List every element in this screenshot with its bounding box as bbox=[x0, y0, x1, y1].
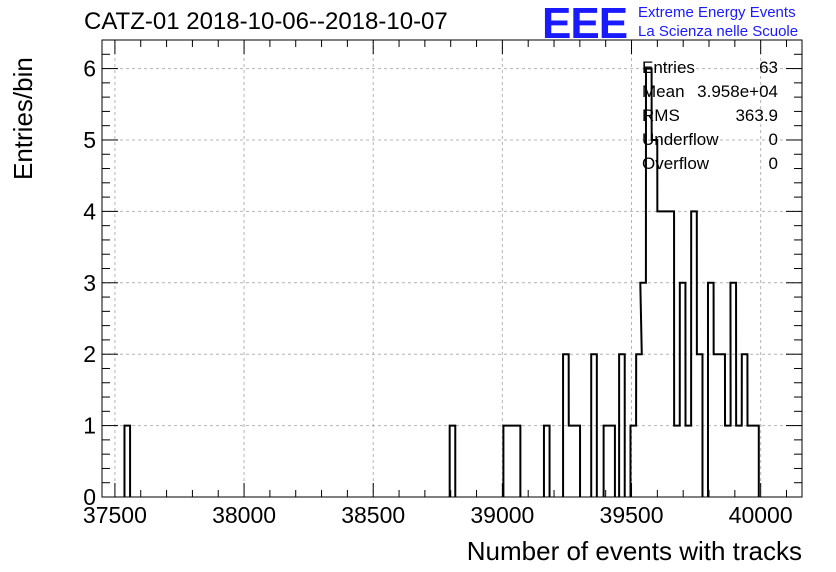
y-tick-label: 4 bbox=[83, 198, 96, 224]
stats-row: Entries 63 bbox=[640, 58, 780, 82]
x-tick-label: 39000 bbox=[470, 502, 534, 528]
histogram-bin bbox=[563, 354, 569, 497]
stats-box: Entries 63 Mean 3.958e+04 RMS 363.9 Underfl… bbox=[640, 58, 780, 178]
histogram-bin bbox=[730, 283, 736, 497]
x-tick-label: 39500 bbox=[600, 502, 664, 528]
stats-label: RMS bbox=[642, 106, 680, 125]
stats-value: 63 bbox=[759, 58, 778, 77]
histogram-bin bbox=[742, 354, 748, 497]
stats-value: 0 bbox=[768, 154, 778, 173]
histogram-bin bbox=[450, 426, 456, 497]
y-tick-label: 2 bbox=[83, 341, 96, 367]
x-tick-label: 37500 bbox=[83, 502, 147, 528]
histogram-bin bbox=[680, 283, 686, 497]
histogram-bin bbox=[674, 426, 680, 497]
histogram-bin bbox=[124, 426, 130, 497]
y-tick-label: 6 bbox=[83, 56, 96, 82]
histogram-outline bbox=[123, 67, 760, 497]
histogram-bin bbox=[708, 283, 714, 497]
x-tick-label: 40000 bbox=[729, 502, 793, 528]
histogram-bin bbox=[686, 426, 692, 497]
stats-row: Mean 3.958e+04 bbox=[640, 82, 780, 106]
y-tick-label: 5 bbox=[83, 127, 96, 153]
stats-value: 0 bbox=[768, 130, 778, 149]
histogram-bin bbox=[719, 354, 725, 497]
y-tick-label: 1 bbox=[83, 413, 96, 439]
histogram-bin bbox=[515, 426, 521, 497]
logo-caption-line2: La Scienza nelle Scuole bbox=[638, 23, 799, 40]
histogram-bin bbox=[569, 426, 575, 497]
histogram-bin bbox=[725, 426, 731, 497]
x-axis-label: Number of events with tracks bbox=[466, 536, 802, 566]
logo-caption-line1: Extreme Energy Events bbox=[638, 4, 796, 21]
chart-title: CATZ-01 2018-10-06--2018-10-07 bbox=[84, 8, 448, 35]
histogram-bin bbox=[630, 426, 636, 497]
stats-value: 3.958e+04 bbox=[697, 82, 778, 101]
stats-label: Overflow bbox=[642, 154, 710, 173]
histogram-bin bbox=[668, 211, 674, 497]
stats-value: 363.9 bbox=[735, 106, 778, 125]
logo-caption: Extreme Energy Events La Scienza nelle S… bbox=[638, 3, 798, 41]
stats-label: Entries bbox=[642, 58, 695, 77]
histogram-bin bbox=[747, 426, 753, 497]
stats-row: Overflow 0 bbox=[640, 154, 780, 178]
histogram-bin bbox=[697, 354, 703, 497]
histogram-bin bbox=[509, 426, 515, 497]
histogram-bin bbox=[604, 426, 610, 497]
y-tick-label: 0 bbox=[83, 484, 96, 510]
histogram-bin bbox=[691, 211, 697, 497]
histogram-bin bbox=[619, 354, 625, 497]
histogram-bin bbox=[714, 354, 720, 497]
histogram-bin bbox=[609, 426, 615, 497]
histogram-bin bbox=[753, 426, 759, 497]
histogram-bin bbox=[503, 426, 509, 497]
histogram-bin bbox=[640, 283, 646, 497]
histogram-bin bbox=[657, 211, 663, 497]
y-tick-label: 3 bbox=[83, 270, 96, 296]
x-tick-label: 38500 bbox=[341, 502, 405, 528]
stats-row: Underflow 0 bbox=[640, 130, 780, 154]
histogram-bin bbox=[544, 426, 550, 497]
histogram-bin bbox=[652, 140, 658, 497]
histogram-bin bbox=[663, 211, 669, 497]
histogram-bin bbox=[574, 426, 580, 497]
histogram-bin bbox=[591, 354, 597, 497]
eee-logo: EEE bbox=[542, 0, 628, 48]
stats-row: RMS 363.9 bbox=[640, 106, 780, 130]
stats-label: Underflow bbox=[642, 130, 719, 149]
histogram-bin bbox=[736, 426, 742, 497]
stats-label: Mean bbox=[642, 82, 685, 101]
x-tick-label: 38000 bbox=[212, 502, 276, 528]
